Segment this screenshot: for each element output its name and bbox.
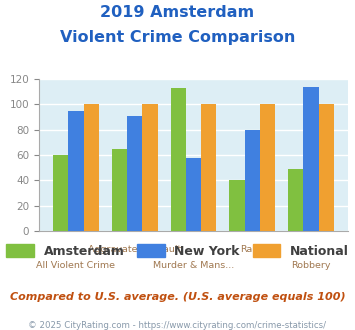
Bar [245,130,260,231]
Bar [229,181,245,231]
Text: Robbery: Robbery [291,261,331,270]
Text: Aggravated Assault: Aggravated Assault [88,245,181,254]
Bar [69,111,84,231]
Bar [84,105,99,231]
Bar [127,116,142,231]
Bar [53,155,69,231]
Bar [186,158,201,231]
Bar [201,105,217,231]
Text: Violent Crime Comparison: Violent Crime Comparison [60,30,295,45]
Bar [112,149,127,231]
Text: © 2025 CityRating.com - https://www.cityrating.com/crime-statistics/: © 2025 CityRating.com - https://www.city… [28,321,327,330]
Bar [318,105,334,231]
Text: Rape: Rape [240,245,264,254]
Bar [288,169,303,231]
Text: 2019 Amsterdam: 2019 Amsterdam [100,5,255,20]
Bar [142,105,158,231]
Bar [260,105,275,231]
Bar [170,88,186,231]
Text: Murder & Mans...: Murder & Mans... [153,261,234,270]
Text: Compared to U.S. average. (U.S. average equals 100): Compared to U.S. average. (U.S. average … [10,292,345,302]
Bar [303,87,318,231]
Text: All Violent Crime: All Violent Crime [37,261,115,270]
Legend: Amsterdam, New York, National: Amsterdam, New York, National [1,239,354,263]
